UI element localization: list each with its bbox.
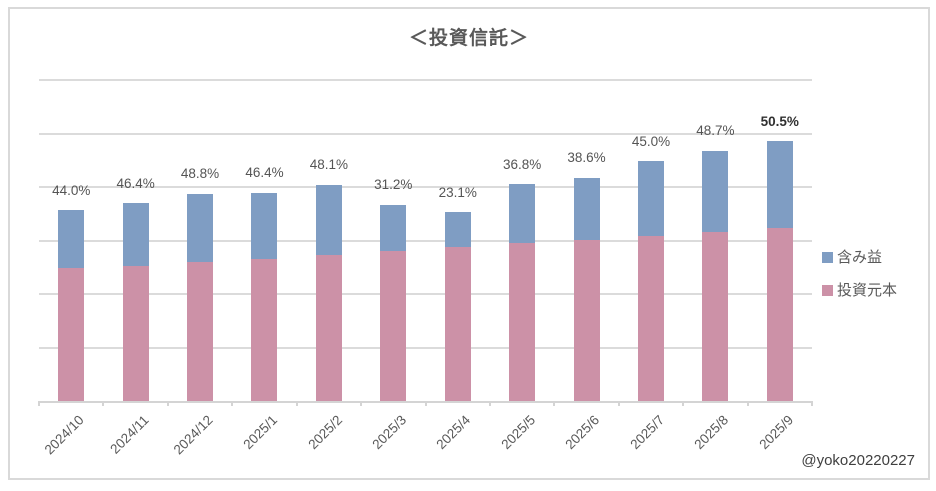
gridline [39,346,812,349]
legend-color-swatch-gain [822,251,833,263]
x-axis-label: 2025/7 [627,412,667,453]
bar-segment-principal [573,239,600,401]
data-label: 46.4% [245,165,284,181]
x-axis-label: 2024/10 [41,412,88,458]
x-axis-label: 2025/9 [755,412,796,453]
bar-segment-gain [444,212,471,248]
bar-segment-principal [58,268,85,401]
bar [58,210,85,401]
bar-segment-gain [122,203,149,266]
axis-tick [488,401,491,406]
bar-segment-principal [444,247,471,401]
bar-segment-gain [58,210,85,269]
x-axis-label: 2025/8 [691,412,732,453]
x-axis-label: 2025/3 [369,412,410,453]
axis-tick [682,401,685,406]
x-axis-label: 2025/4 [433,412,474,453]
axis-tick [166,401,169,406]
bar-segment-principal [380,251,407,401]
bar-segment-principal [702,232,729,401]
bar-segment-principal [509,242,536,401]
data-label: 45.0% [631,133,671,149]
bar [509,184,536,401]
bar [187,193,214,401]
bar-segment-gain [187,193,214,262]
chart-title: ＜投資信託＞ [408,28,529,49]
data-label: 38.6% [567,150,606,166]
bar [315,184,342,401]
x-axis-label: 2025/5 [498,412,539,453]
data-label: 23.1% [438,184,477,200]
data-label: 46.4% [116,175,155,191]
bar [573,177,600,401]
gridline [39,186,812,188]
gridline [39,79,812,81]
axis-tick [617,401,620,406]
x-axis-label: 2024/11 [107,412,152,457]
bar-segment-gain [315,184,342,255]
data-label: 31.2% [374,177,413,193]
bar [444,212,471,401]
bar [637,161,664,401]
x-axis-label: 2025/1 [240,412,281,453]
plot-area: 44.0% 2024/10 46.4% 2024/11 48.8% 2024/12 46.4… [38,79,813,457]
bar-segment-principal [187,261,214,401]
axis-tick [231,401,234,406]
data-label: 36.8% [502,156,542,172]
bar-segment-gain [573,177,600,240]
axis-tick [811,401,813,406]
bar-segment-principal [315,254,342,401]
bar-segment-gain [509,184,536,243]
bar-segment-gain [766,141,793,229]
data-label: 48.1% [309,157,349,173]
bar [380,204,407,401]
bar-segment-principal [766,228,793,401]
axis-tick [102,401,105,406]
x-axis-label: 2024/12 [170,412,216,458]
bar-segment-principal [637,235,664,401]
bar-segment-principal [122,265,149,401]
axis-tick [746,401,749,406]
bar-segment-gain [380,204,407,252]
x-axis-label: 2025/2 [304,412,345,453]
legend-label-gain: 含み益 [837,248,883,266]
gridline [39,239,812,242]
bar-segment-principal [251,258,278,401]
axis-tick [360,401,363,406]
legend: 含み益 投資元本 [822,249,897,315]
legend-color-swatch-principal [822,284,833,296]
axis-tick [295,401,298,406]
chart-frame: ＜投資信託＞ 44.0% 2024/10 46.4% 2024/11 48.8% 2024… [8,7,930,480]
bar [702,150,729,401]
bar [122,203,149,401]
legend-item-principal: 投資元本 [822,282,897,298]
axis-tick [424,401,427,406]
watermark-credit: @yoko20220227 [801,452,915,469]
gridline [39,293,812,295]
data-label: 48.8% [180,166,220,182]
bar [766,141,793,401]
axis-tick [553,401,556,406]
axis-tick [38,401,40,406]
bar [251,192,278,401]
bar-segment-gain [637,161,664,236]
gridline [39,132,812,135]
data-label: 50.5% [760,113,799,129]
x-axis-label: 2025/6 [562,412,603,453]
bar-segment-gain [251,192,278,259]
data-label: 48.7% [696,123,735,139]
legend-item-gain: 含み益 [822,249,897,265]
data-label: 44.0% [52,182,91,198]
legend-label-principal: 投資元本 [837,281,898,299]
bar-segment-gain [702,150,729,233]
